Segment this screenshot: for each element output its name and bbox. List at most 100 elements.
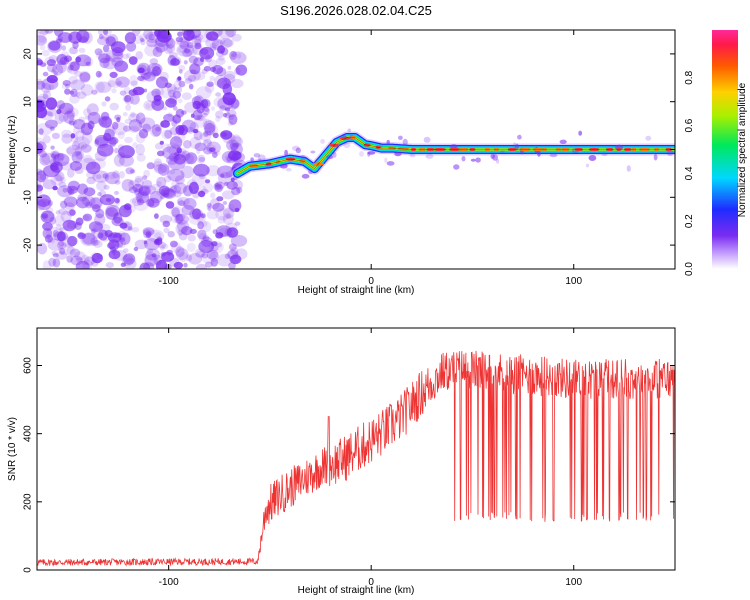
noise-blob bbox=[215, 208, 231, 221]
noise-blob bbox=[228, 136, 244, 148]
noise-blob bbox=[99, 57, 110, 69]
noise-blob bbox=[188, 181, 199, 194]
ridge-speckle bbox=[308, 169, 313, 175]
noise-blob bbox=[123, 248, 129, 253]
noise-blob bbox=[213, 183, 222, 191]
noise-blob bbox=[83, 187, 96, 197]
noise-blob bbox=[198, 157, 206, 162]
snr-ytick-label: 600 bbox=[23, 357, 34, 374]
noise-blob bbox=[205, 179, 211, 184]
ridge-speckle bbox=[332, 152, 337, 158]
noise-blob bbox=[70, 133, 76, 139]
noise-blob bbox=[222, 212, 234, 225]
noise-blob bbox=[124, 118, 133, 125]
noise-blob bbox=[60, 176, 66, 184]
noise-blob bbox=[231, 253, 241, 264]
colorbar-gradient bbox=[712, 30, 738, 269]
noise-blob bbox=[175, 246, 185, 258]
noise-blob bbox=[147, 229, 165, 243]
noise-blob bbox=[169, 185, 182, 194]
noise-blob bbox=[228, 97, 239, 110]
noise-blob bbox=[51, 250, 58, 256]
noise-blob bbox=[78, 116, 86, 122]
noise-blob bbox=[178, 65, 186, 71]
noise-blob bbox=[112, 122, 128, 136]
noise-blob bbox=[194, 114, 207, 128]
ridge-speckle bbox=[300, 154, 306, 161]
noise-blob bbox=[204, 107, 210, 112]
noise-blob bbox=[182, 48, 193, 58]
noise-blob bbox=[232, 161, 238, 167]
noise-blob bbox=[128, 113, 140, 123]
noise-blob bbox=[169, 168, 176, 175]
noise-blob bbox=[68, 75, 78, 85]
noise-blob bbox=[180, 165, 195, 179]
ridge-speckle bbox=[347, 128, 352, 133]
noise-blob bbox=[193, 130, 203, 141]
noise-blob bbox=[165, 201, 175, 209]
snr-frame bbox=[36, 327, 676, 571]
noise-blob bbox=[192, 128, 199, 134]
noise-blob bbox=[75, 56, 82, 63]
noise-blob bbox=[138, 185, 152, 197]
noise-blob bbox=[158, 185, 170, 196]
noise-blob bbox=[195, 263, 207, 269]
noise-blob bbox=[60, 161, 73, 171]
noise-blob bbox=[153, 95, 162, 102]
noise-blob bbox=[215, 110, 224, 119]
noise-blob bbox=[200, 188, 209, 195]
noise-blob bbox=[186, 254, 193, 262]
spec-xtick-label: 0 bbox=[368, 276, 374, 287]
noise-blob bbox=[174, 87, 179, 92]
noise-blob bbox=[183, 197, 197, 210]
noise-blob bbox=[160, 120, 171, 128]
noise-blob bbox=[167, 231, 175, 238]
noise-blob bbox=[52, 253, 59, 258]
noise-blob bbox=[62, 219, 77, 232]
chart-title: S196.2026.028.02.04.C25 bbox=[280, 3, 432, 18]
noise-blob bbox=[46, 107, 57, 117]
noise-blob bbox=[44, 234, 53, 243]
noise-blob bbox=[173, 154, 187, 165]
noise-blob bbox=[109, 71, 118, 78]
noise-blob bbox=[181, 204, 195, 216]
noise-blob bbox=[216, 50, 224, 58]
noise-blob bbox=[200, 98, 211, 109]
noise-blob bbox=[104, 230, 113, 237]
noise-blob bbox=[196, 149, 201, 155]
noise-blob bbox=[77, 183, 89, 195]
snr-ytick-label: 200 bbox=[23, 493, 34, 510]
noise-blob bbox=[196, 114, 204, 121]
noise-blob bbox=[37, 168, 43, 176]
noise-blob bbox=[71, 151, 83, 164]
noise-blob bbox=[157, 241, 167, 249]
noise-blob bbox=[50, 153, 57, 159]
noise-blob bbox=[42, 260, 52, 269]
noise-blob bbox=[94, 81, 105, 94]
noise-blob bbox=[175, 214, 184, 224]
noise-blob bbox=[90, 252, 101, 262]
noise-blob bbox=[88, 221, 103, 232]
noise-blob bbox=[100, 111, 110, 121]
noise-blob bbox=[157, 163, 170, 176]
noise-blob bbox=[88, 197, 102, 210]
noise-blob bbox=[169, 52, 178, 59]
noise-blob bbox=[185, 152, 198, 165]
noise-blob bbox=[129, 179, 134, 186]
noise-blob bbox=[37, 80, 46, 90]
noise-blob bbox=[123, 257, 137, 269]
noise-blob bbox=[183, 140, 192, 149]
noise-blob bbox=[56, 241, 67, 249]
noise-blob bbox=[222, 132, 236, 144]
spec-ytick-label: 20 bbox=[23, 48, 34, 60]
noise-blob bbox=[130, 80, 138, 87]
noise-blob bbox=[216, 165, 235, 179]
noise-blob bbox=[111, 216, 124, 227]
noise-blob bbox=[205, 37, 220, 49]
noise-blob bbox=[195, 86, 212, 99]
noise-blob bbox=[235, 248, 248, 260]
noise-blob bbox=[176, 196, 190, 207]
noise-blob bbox=[122, 253, 136, 265]
snr-line bbox=[37, 350, 675, 567]
